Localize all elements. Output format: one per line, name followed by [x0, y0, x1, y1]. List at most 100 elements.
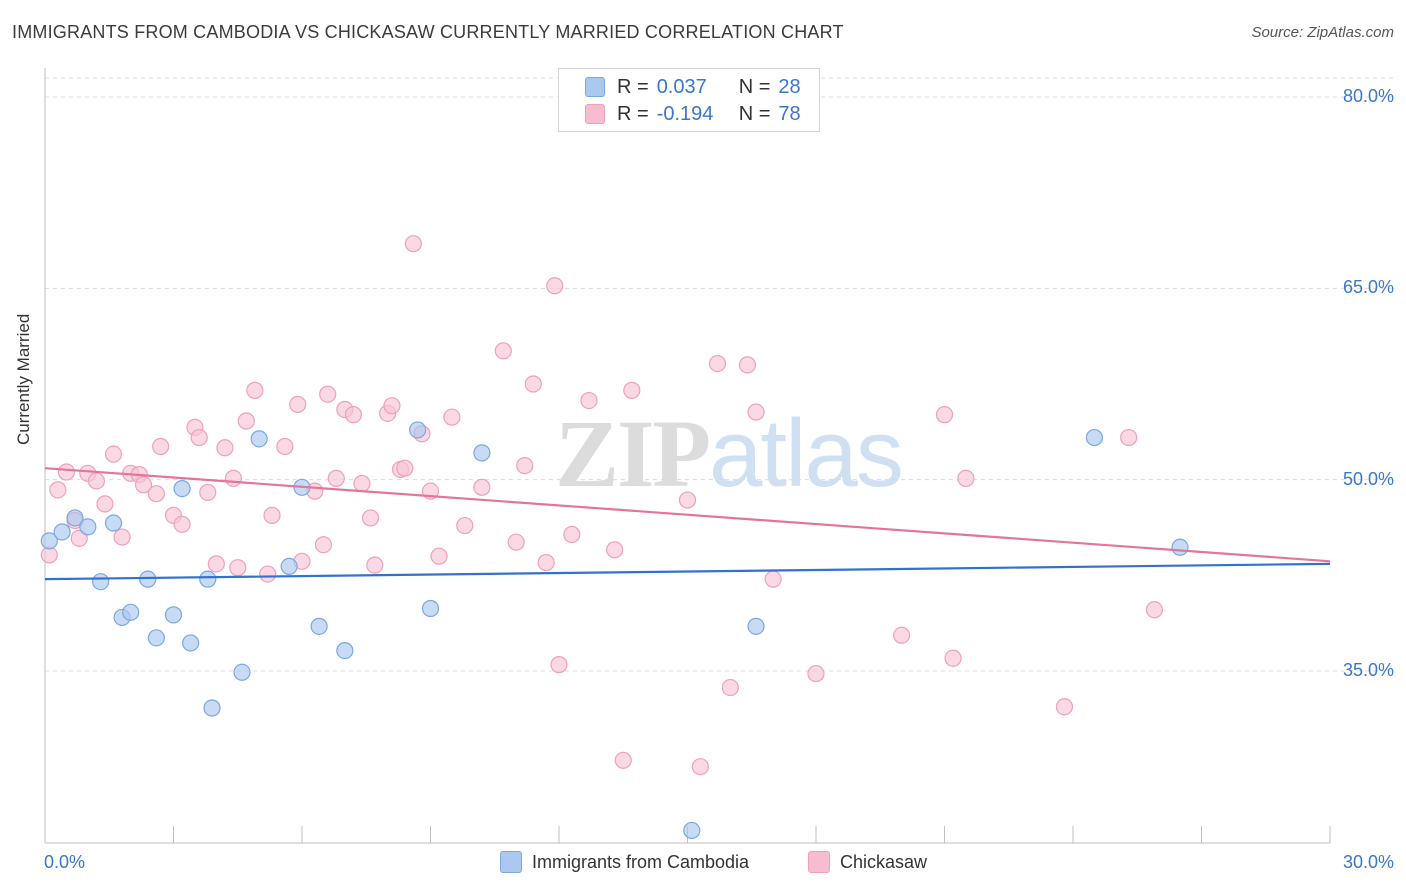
- chickasaw-point: [314, 536, 333, 554]
- cambodia-point: [683, 821, 701, 840]
- chart-title: IMMIGRANTS FROM CAMBODIA VS CHICKASAW CU…: [12, 22, 844, 42]
- chickasaw-point: [456, 516, 474, 535]
- chickasaw-point: [396, 459, 414, 477]
- cambodia-point: [182, 634, 200, 652]
- cambodia-point: [104, 514, 123, 532]
- chickasaw-trend-line: [44, 467, 1331, 563]
- chickasaw-point: [96, 495, 114, 513]
- chickasaw-point: [893, 626, 911, 644]
- chickasaw-point: [957, 469, 975, 487]
- legend-row-chickasaw: R = -0.194 N = 78: [585, 101, 801, 127]
- chickasaw-point: [580, 391, 598, 410]
- chickasaw-point: [104, 445, 123, 463]
- chickasaw-point: [507, 533, 525, 551]
- axes: [44, 68, 1331, 844]
- cambodia-point: [409, 421, 427, 439]
- chickasaw-point: [289, 395, 307, 414]
- chickasaw-point: [1120, 428, 1138, 447]
- chickasaw-point: [516, 457, 534, 475]
- cambodia-point: [139, 570, 157, 588]
- cambodia-point: [1171, 538, 1189, 556]
- chickasaw-point: [224, 469, 243, 487]
- chickasaw-point: [246, 381, 264, 399]
- chickasaw-point: [259, 565, 277, 583]
- chickasaw-point: [199, 483, 217, 502]
- chickasaw-point: [361, 509, 380, 527]
- cambodia-point: [233, 663, 251, 681]
- cambodia-point: [310, 617, 328, 635]
- cambodia-point: [147, 629, 165, 647]
- cambodia-trend-line: [44, 562, 1331, 581]
- chickasaw-point: [229, 559, 247, 577]
- chickasaw-point: [430, 547, 448, 565]
- cambodia-point: [473, 444, 491, 462]
- chickasaw-point: [524, 375, 542, 393]
- legend-n-value: 78: [778, 102, 801, 125]
- chickasaw-point: [473, 478, 491, 496]
- chickasaw-point: [113, 528, 131, 546]
- legend-r-value: -0.194: [656, 102, 714, 125]
- chickasaw-point: [807, 664, 825, 683]
- y-tick-label: 50.0%: [1342, 468, 1394, 489]
- cambodia-points: [40, 421, 1189, 840]
- chickasaw-point: [691, 758, 709, 776]
- chickasaw-point: [678, 491, 697, 509]
- cambodia-point: [280, 557, 298, 576]
- chickasaw-point: [57, 463, 76, 481]
- legend-swatch-cambodia: [585, 77, 605, 97]
- cambodia-point: [79, 518, 97, 536]
- chickasaw-point: [366, 556, 384, 574]
- legend-n-value: 28: [778, 75, 801, 98]
- cambodia-point: [122, 603, 140, 621]
- watermark-atlas: atlas: [709, 400, 904, 507]
- chickasaw-point: [494, 342, 512, 360]
- chickasaw-point: [708, 354, 727, 373]
- cambodia-point: [164, 606, 183, 624]
- cambodia-point: [421, 599, 440, 618]
- chickasaw-point: [319, 385, 337, 403]
- chickasaw-point: [237, 412, 255, 430]
- y-axis-label: Currently Married: [14, 313, 33, 445]
- chickasaw-point: [49, 481, 67, 499]
- cambodia-point: [250, 430, 268, 448]
- series-legend-chickasaw[interactable]: Chickasaw: [808, 851, 927, 873]
- chickasaw-point: [747, 403, 765, 421]
- cambodia-point: [199, 570, 217, 588]
- chickasaw-point: [263, 506, 281, 524]
- series-swatch-cambodia: [500, 851, 522, 873]
- legend-swatch-chickasaw: [585, 104, 605, 124]
- chickasaw-point: [546, 277, 564, 295]
- chickasaw-point: [537, 553, 555, 572]
- legend-r-label: R =: [617, 102, 649, 125]
- chickasaw-point: [173, 515, 191, 533]
- chickasaw-point: [563, 525, 581, 544]
- chickasaw-point: [152, 437, 170, 456]
- chickasaw-point: [147, 485, 165, 503]
- chickasaw-point: [606, 541, 624, 559]
- series-legend-cambodia[interactable]: Immigrants from Cambodia: [500, 851, 749, 873]
- watermark: ZIPatlas: [555, 398, 904, 509]
- series-legend-label: Chickasaw: [840, 851, 928, 872]
- trend-lines: [44, 467, 1331, 581]
- cambodia-point: [66, 509, 84, 527]
- y-tick-label: 80.0%: [1342, 86, 1394, 106]
- chickasaw-point: [614, 751, 632, 769]
- cambodia-point: [336, 641, 354, 660]
- y-tick-label: 35.0%: [1342, 660, 1394, 680]
- chickasaw-point: [623, 381, 641, 399]
- legend-n-label: N =: [738, 102, 771, 125]
- cambodia-point: [40, 532, 58, 550]
- chickasaw-point: [1055, 698, 1074, 716]
- x-tick-label-max: 30.0%: [1342, 852, 1394, 872]
- chickasaw-point: [764, 570, 782, 588]
- series-swatch-chickasaw: [808, 851, 830, 873]
- cambodia-point: [1085, 428, 1104, 447]
- chickasaw-point: [70, 529, 88, 547]
- x-tick-label-min: 0.0%: [44, 852, 86, 872]
- chickasaw-point: [1145, 601, 1163, 619]
- watermark-zip: ZIP: [555, 400, 711, 507]
- cambodia-point: [53, 523, 71, 541]
- chickasaw-point: [550, 656, 568, 674]
- chickasaw-point: [276, 437, 294, 456]
